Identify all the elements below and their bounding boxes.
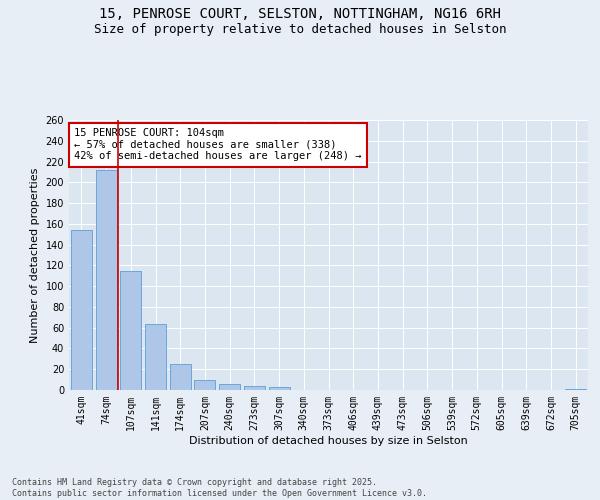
Bar (120, 270, 141, 390)
Text: Contains HM Land Registry data © Crown copyright and database right 2025.
Contai: Contains HM Land Registry data © Crown c… (12, 478, 427, 498)
Bar (170, 364, 191, 390)
Text: 15 PENROSE COURT: 104sqm
← 57% of detached houses are smaller (338)
42% of semi-: 15 PENROSE COURT: 104sqm ← 57% of detach… (74, 128, 362, 162)
Bar (145, 324, 166, 390)
Bar (194, 380, 215, 390)
Bar (219, 384, 240, 390)
Bar (565, 389, 586, 390)
Y-axis label: Number of detached properties: Number of detached properties (30, 168, 40, 342)
Bar (71, 230, 92, 390)
Text: Size of property relative to detached houses in Selston: Size of property relative to detached ho… (94, 22, 506, 36)
Text: 15, PENROSE COURT, SELSTON, NOTTINGHAM, NG16 6RH: 15, PENROSE COURT, SELSTON, NOTTINGHAM, … (99, 8, 501, 22)
Bar (95, 170, 116, 390)
Bar (244, 386, 265, 390)
Bar (269, 387, 290, 390)
X-axis label: Distribution of detached houses by size in Selston: Distribution of detached houses by size … (189, 436, 468, 446)
